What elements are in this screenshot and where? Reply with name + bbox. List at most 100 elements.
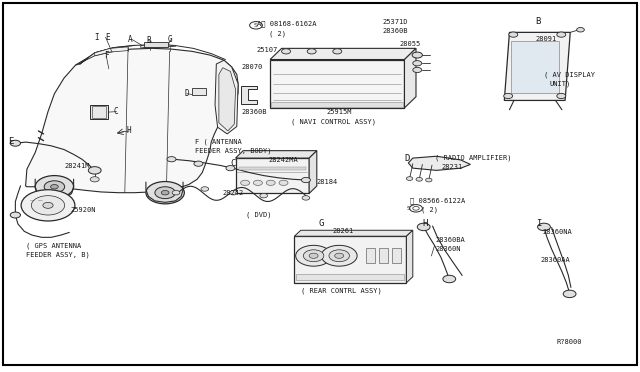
Text: 28360AA: 28360AA (540, 257, 570, 263)
Circle shape (266, 180, 275, 186)
Circle shape (282, 49, 291, 54)
Circle shape (230, 190, 237, 195)
Polygon shape (408, 156, 470, 170)
Text: ( AV DISPLAY: ( AV DISPLAY (544, 71, 595, 78)
Circle shape (172, 190, 180, 195)
Text: F ( ANTENNA: F ( ANTENNA (195, 138, 242, 145)
Polygon shape (270, 48, 416, 60)
Text: I: I (95, 33, 99, 42)
Polygon shape (215, 60, 238, 134)
Text: 28184: 28184 (317, 179, 338, 185)
Polygon shape (294, 236, 406, 283)
Polygon shape (270, 60, 404, 108)
Circle shape (146, 182, 184, 204)
Circle shape (302, 196, 310, 200)
Polygon shape (141, 45, 176, 48)
Text: S: S (406, 206, 410, 211)
Text: 25915M: 25915M (326, 109, 352, 115)
Circle shape (406, 177, 413, 180)
Circle shape (577, 28, 584, 32)
Text: 28242MA: 28242MA (269, 157, 298, 163)
Text: 28360B: 28360B (242, 109, 268, 115)
Text: FEEDER ASSY, B): FEEDER ASSY, B) (26, 251, 90, 258)
Circle shape (167, 157, 176, 162)
Text: 25371D: 25371D (383, 19, 408, 25)
Circle shape (10, 212, 20, 218)
Text: E: E (106, 33, 110, 42)
Circle shape (557, 93, 566, 99)
Bar (366, 248, 375, 263)
Circle shape (321, 246, 357, 266)
Text: AⓈ 08168-6162A: AⓈ 08168-6162A (257, 21, 317, 28)
Bar (271, 102, 403, 107)
Circle shape (416, 177, 422, 181)
Bar (90, 105, 108, 119)
Text: 25107: 25107 (256, 47, 277, 53)
Polygon shape (76, 48, 114, 65)
Circle shape (10, 140, 20, 146)
Polygon shape (294, 230, 413, 236)
Text: G: G (319, 219, 324, 228)
Text: I: I (536, 219, 541, 228)
Text: FEEDER ASSY, BODY): FEEDER ASSY, BODY) (195, 147, 272, 154)
Polygon shape (241, 86, 257, 104)
Text: ( 2): ( 2) (269, 30, 286, 37)
Text: D: D (404, 154, 410, 163)
Circle shape (88, 167, 101, 174)
Text: ( 2): ( 2) (421, 206, 438, 213)
Polygon shape (95, 47, 128, 56)
Circle shape (563, 290, 576, 298)
Circle shape (443, 275, 456, 283)
Text: 28242: 28242 (223, 190, 244, 196)
Text: E: E (8, 137, 13, 146)
Circle shape (155, 187, 175, 199)
Circle shape (253, 180, 262, 186)
Text: A: A (128, 35, 132, 44)
Circle shape (426, 178, 432, 182)
Bar (239, 167, 306, 170)
Circle shape (413, 67, 422, 73)
Text: B: B (535, 17, 540, 26)
Text: —  —: — — (30, 198, 43, 203)
Circle shape (509, 32, 518, 37)
Circle shape (335, 253, 344, 258)
Text: S: S (254, 23, 258, 28)
Text: 28070: 28070 (242, 64, 263, 70)
Bar (379, 248, 388, 263)
Text: Ⓢ 08566-6122A: Ⓢ 08566-6122A (410, 198, 465, 204)
Text: 25920N: 25920N (70, 207, 96, 213)
Text: 28360N: 28360N (435, 246, 461, 252)
Circle shape (296, 246, 332, 266)
Circle shape (417, 223, 430, 231)
Text: 28231: 28231 (442, 164, 463, 170)
Bar (511, 41, 559, 93)
Text: F: F (104, 51, 108, 60)
Circle shape (307, 49, 316, 54)
Bar (392, 248, 401, 263)
Circle shape (538, 223, 550, 231)
Circle shape (412, 52, 422, 58)
Polygon shape (236, 158, 309, 193)
Polygon shape (504, 32, 570, 100)
Bar (144, 42, 168, 47)
Text: C: C (230, 159, 236, 168)
Circle shape (90, 177, 99, 182)
Circle shape (51, 185, 58, 189)
Text: R?8000: R?8000 (557, 339, 582, 345)
Text: H: H (127, 126, 131, 135)
Circle shape (301, 177, 310, 183)
Bar (92, 106, 106, 118)
Circle shape (44, 181, 65, 193)
Bar (296, 274, 404, 280)
Text: 28360NA: 28360NA (543, 230, 572, 235)
Polygon shape (219, 68, 236, 131)
Bar (192, 88, 206, 95)
Text: ( NAVI CONTROL ASSY): ( NAVI CONTROL ASSY) (291, 119, 376, 125)
Text: 28091: 28091 (535, 36, 556, 42)
Text: 28055: 28055 (399, 41, 420, 47)
Polygon shape (236, 151, 317, 158)
Text: 28261: 28261 (333, 228, 354, 234)
Text: G: G (168, 35, 172, 44)
Circle shape (413, 61, 422, 66)
Polygon shape (406, 230, 413, 283)
